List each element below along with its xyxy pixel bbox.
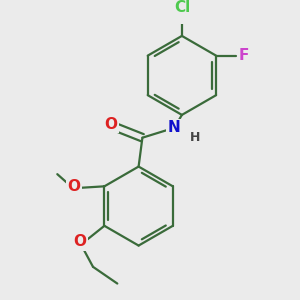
Text: O: O	[68, 179, 80, 194]
Text: N: N	[168, 120, 181, 135]
Text: O: O	[74, 234, 87, 249]
Text: H: H	[190, 131, 200, 144]
Text: F: F	[239, 48, 249, 63]
Text: Cl: Cl	[174, 0, 190, 15]
Text: O: O	[104, 116, 117, 131]
